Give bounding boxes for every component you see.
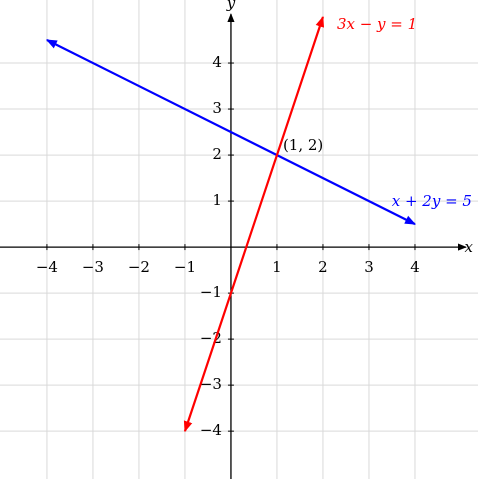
- x-tick-label: 4: [410, 258, 420, 276]
- plot: x + 2y = 5 3x − y = 1 (1, 2): [45, 15, 472, 433]
- y-tick-label: −1: [200, 283, 222, 301]
- x-axis-label: x: [465, 238, 474, 256]
- y-tick-label: 1: [212, 191, 222, 209]
- y-tick-label: 2: [212, 145, 222, 163]
- annotation: (1, 2): [283, 136, 323, 154]
- x-tick-label: 3: [364, 258, 374, 276]
- y-tick-label: −4: [200, 421, 222, 439]
- x-tick-label: −4: [36, 258, 58, 276]
- x-tick-label: 1: [272, 258, 282, 276]
- x-tick-label: −1: [174, 258, 196, 276]
- line-label: 3x − y = 1: [337, 15, 417, 33]
- y-tick-label: 3: [212, 99, 222, 117]
- y-tick-label: 4: [212, 53, 222, 71]
- x-tick-label: −3: [82, 258, 104, 276]
- x-tick-label: 2: [318, 258, 328, 276]
- y-axis-label: y: [226, 0, 236, 12]
- x-tick-label: −2: [128, 258, 150, 276]
- line-label: x + 2y = 5: [392, 192, 472, 210]
- line: [183, 15, 325, 433]
